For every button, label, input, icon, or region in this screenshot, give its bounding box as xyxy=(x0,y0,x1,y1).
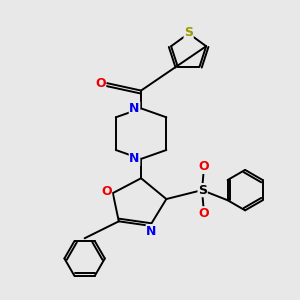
Text: N: N xyxy=(146,225,157,238)
Text: O: O xyxy=(95,76,106,90)
Text: N: N xyxy=(129,102,140,115)
Text: O: O xyxy=(198,207,209,220)
Text: S: S xyxy=(198,184,207,196)
Text: N: N xyxy=(129,152,140,165)
Text: O: O xyxy=(101,185,112,198)
Text: O: O xyxy=(198,160,209,173)
Text: S: S xyxy=(184,26,193,38)
